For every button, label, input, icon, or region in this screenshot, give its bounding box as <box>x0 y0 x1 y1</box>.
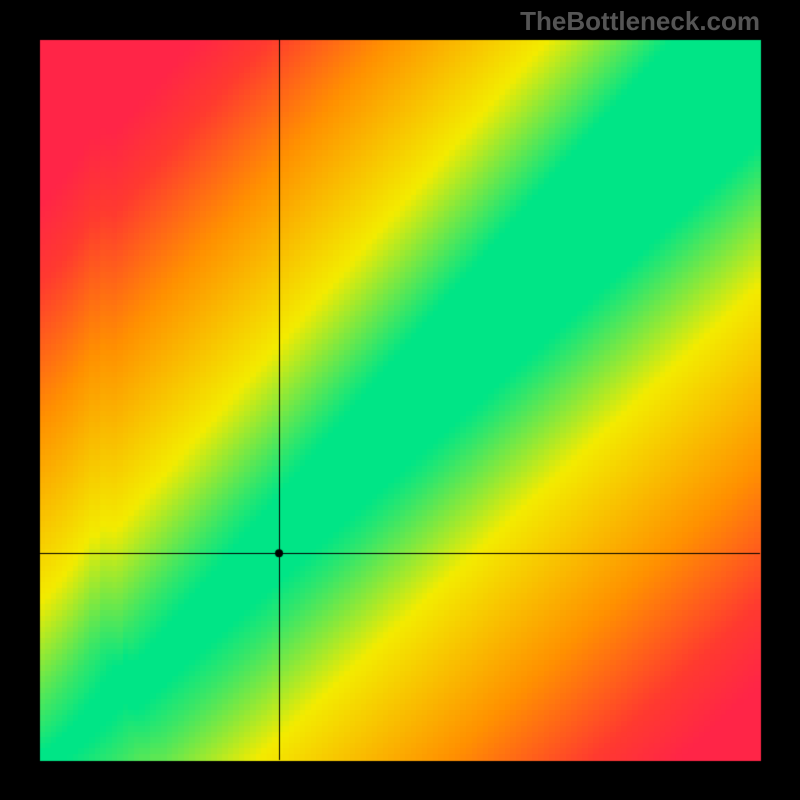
chart-container: TheBottleneck.com <box>0 0 800 800</box>
bottleneck-heatmap <box>0 0 800 800</box>
watermark-text: TheBottleneck.com <box>520 6 760 37</box>
